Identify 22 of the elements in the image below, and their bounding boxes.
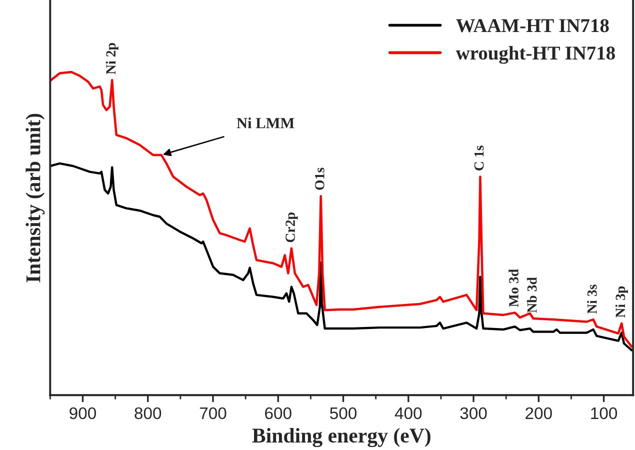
x-tick-label: 200 [526,407,552,420]
annotation: Ni 3p [615,286,628,318]
x-axis-title: Binding energy (eV) [252,428,430,448]
annotation: Ni 2p [106,43,118,74]
legend-label: wrought-HT IN718 [456,46,615,64]
x-tick-label: 600 [265,407,292,420]
x-tick-label: 900 [70,407,96,420]
y-axis-title: Intensity (arb unit) [26,114,45,282]
annotation: Ni LMM [236,118,294,128]
x-tick-label: 500 [330,407,357,420]
x-tick-label: 400 [394,407,422,420]
annotation: Cr2p [286,212,298,242]
annotation: Mo 3d [508,269,518,307]
legend-label: WAAM-HT IN718 [456,19,609,32]
annotation: Nb 3d [526,277,537,313]
x-tick-label: 800 [134,407,162,420]
x-tick-label: 100 [591,407,618,420]
x-tick-label: 700 [200,407,226,420]
annotation: C 1s [474,146,484,170]
annotation: O1s [314,168,324,190]
x-tick-label: 300 [460,407,487,420]
annotation: Ni 3s [587,284,597,314]
